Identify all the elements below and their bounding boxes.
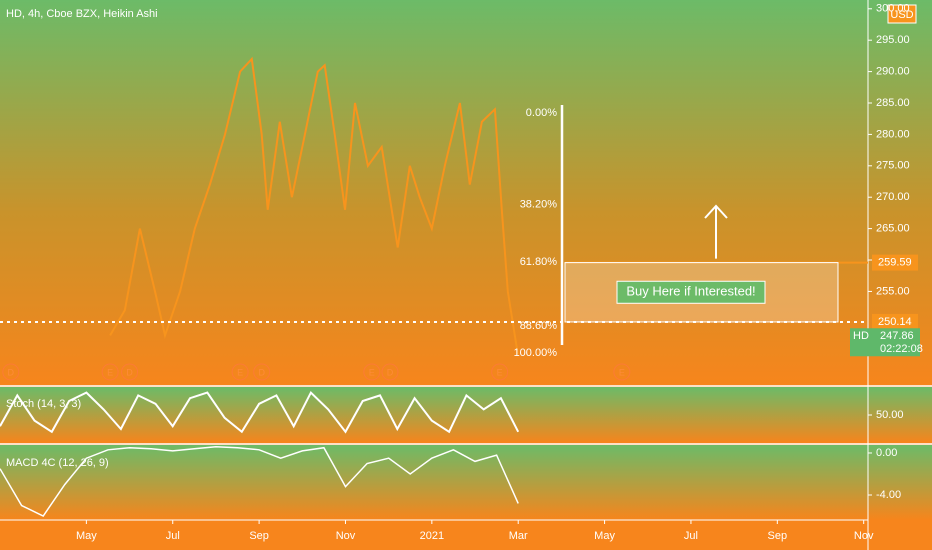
- level-box: [872, 313, 918, 330]
- y-tick-label: 265.00: [876, 223, 910, 235]
- macd-title: MACD 4C (12, 26, 9): [6, 457, 109, 469]
- y-tick-label: 0.00: [876, 447, 897, 459]
- currency-box[interactable]: [887, 4, 917, 24]
- event-label: D: [258, 367, 265, 377]
- event-marker: [231, 363, 249, 381]
- y-tick-label: 290.00: [876, 66, 910, 78]
- event-label: E: [369, 367, 375, 377]
- level-label: 250.14: [878, 316, 912, 328]
- y-tick-label: 295.00: [876, 34, 910, 46]
- chart-title: HD, 4h, Cboe BZX, Heikin Ashi: [6, 8, 158, 20]
- fib-label: 100.00%: [514, 347, 558, 359]
- event-marker: [491, 363, 509, 381]
- event-marker: [121, 363, 139, 381]
- event-label: E: [619, 367, 625, 377]
- y-tick-label: 50.00: [876, 409, 904, 421]
- event-label: D: [387, 367, 394, 377]
- level-label: 259.59: [878, 256, 912, 268]
- arrow: [704, 204, 728, 259]
- event-marker: [363, 363, 381, 381]
- y-tick-label: -4.00: [876, 489, 901, 501]
- event-marker: [613, 363, 631, 381]
- annotation-box: [616, 280, 766, 304]
- event-label: E: [107, 367, 113, 377]
- event-marker: [253, 363, 271, 381]
- y-tick-label: 285.00: [876, 97, 910, 109]
- x-tick-label: Mar: [509, 530, 528, 542]
- level-box: [872, 254, 918, 271]
- main-pane: [0, 0, 932, 386]
- last-price-label: 247.86: [880, 330, 914, 342]
- event-label: D: [8, 367, 15, 377]
- symbol-label: HD: [853, 330, 869, 342]
- fib-label: 38.20%: [520, 199, 558, 211]
- fib-label: 61.80%: [520, 256, 558, 268]
- macd-pane: [0, 445, 932, 520]
- x-tick-label: May: [76, 530, 97, 542]
- fib-label: 88.60%: [520, 320, 558, 332]
- x-tick-label: Jul: [166, 530, 180, 542]
- event-label: D: [126, 367, 133, 377]
- event-label: E: [237, 367, 243, 377]
- event-marker: [2, 363, 20, 381]
- y-tick-label: 270.00: [876, 191, 910, 203]
- y-tick-label: 255.00: [876, 285, 910, 297]
- y-tick-label: 300.00: [876, 3, 910, 15]
- last-price-box: [850, 328, 920, 357]
- event-label: E: [497, 367, 503, 377]
- x-tick-label: Jul: [684, 530, 698, 542]
- event-marker: [101, 363, 119, 381]
- x-tick-label: May: [594, 530, 615, 542]
- x-tick-label: Sep: [768, 530, 788, 542]
- x-tick-label: Sep: [249, 530, 269, 542]
- currency[interactable]: USD: [890, 9, 913, 21]
- x-tick-label: Nov: [854, 530, 874, 542]
- time-axis: [0, 520, 932, 550]
- annotation: Buy Here if Interested!: [626, 284, 755, 299]
- fib-label: 0.00%: [526, 107, 557, 119]
- y-tick-label: 275.00: [876, 160, 910, 172]
- macd-line: [0, 445, 519, 517]
- countdown: 02:22:08: [880, 343, 923, 355]
- stoch-line: [0, 390, 520, 434]
- event-marker: [381, 363, 399, 381]
- y-tick-label: 280.00: [876, 128, 910, 140]
- price-line: [109, 56, 519, 355]
- x-tick-label: 2021: [420, 530, 444, 542]
- x-tick-label: Nov: [336, 530, 356, 542]
